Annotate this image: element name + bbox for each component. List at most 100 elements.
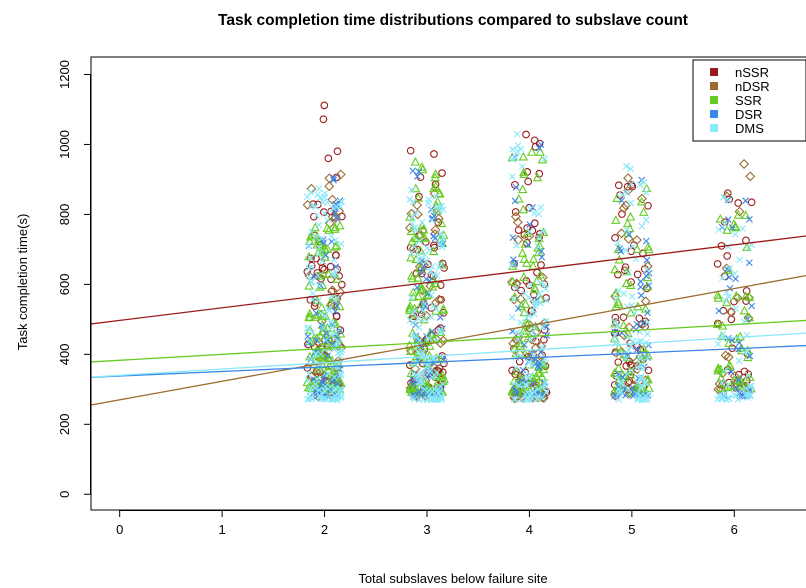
- nSSR-point: [727, 315, 736, 324]
- nSSR-point: [611, 233, 619, 242]
- plot-frame: [90, 56, 806, 511]
- DSR-point: [330, 176, 337, 184]
- y-axis-label: Task completion time(s): [15, 214, 30, 351]
- nSSR-point: [524, 177, 533, 186]
- DMS-point: [311, 203, 319, 210]
- SSR-point: [316, 302, 327, 312]
- chart-title: Task completion time distributions compa…: [218, 12, 688, 29]
- DMS-point: [532, 299, 539, 307]
- SSR-point: [404, 340, 415, 350]
- DMS-point: [746, 382, 754, 390]
- DSR-point: [622, 392, 629, 399]
- DMS-point: [324, 216, 331, 224]
- SSR-point: [318, 326, 328, 336]
- nSSR-point: [530, 219, 539, 228]
- DMS-point: [523, 314, 530, 322]
- nSSR-legend-label: nSSR: [735, 65, 769, 80]
- DMS-point: [337, 385, 345, 393]
- SSR-point: [406, 252, 416, 262]
- DSR-point: [428, 328, 436, 336]
- nSSR-point: [517, 286, 526, 295]
- DMS-point: [624, 333, 632, 341]
- DMS-point: [742, 391, 749, 398]
- SSR-point: [745, 372, 755, 382]
- DSR-point: [745, 259, 753, 267]
- DSR-point: [519, 366, 527, 374]
- SSR-point: [721, 297, 732, 307]
- SSR-point: [613, 297, 623, 306]
- DMS-point: [419, 379, 426, 387]
- DMS-point: [718, 334, 725, 341]
- DMS-point: [539, 323, 547, 331]
- DMS-point: [616, 388, 624, 396]
- DMS-point: [614, 239, 621, 247]
- SSR-point: [404, 303, 415, 313]
- SSR-point: [330, 241, 341, 251]
- DSR-legend-swatch: [710, 110, 718, 118]
- DMS-point: [636, 352, 644, 360]
- DSR-point: [320, 376, 328, 384]
- DMS-point: [721, 367, 729, 374]
- DMS-point: [526, 228, 533, 235]
- DMS-point: [543, 296, 550, 304]
- SSR-point: [632, 244, 642, 254]
- SSR-point: [417, 283, 428, 293]
- nSSR-point: [310, 302, 319, 310]
- DMS-point: [408, 213, 416, 221]
- nSSR-point: [540, 335, 548, 344]
- nDSR-point: [631, 235, 642, 246]
- nDSR-point: [632, 364, 643, 375]
- DMS-point: [323, 395, 330, 403]
- DMS-point: [534, 385, 542, 393]
- SSR-point: [724, 338, 734, 347]
- DMS-point: [312, 233, 320, 241]
- SSR-point: [312, 239, 322, 249]
- SSR-point: [739, 305, 750, 315]
- DMS-point: [637, 374, 645, 382]
- nSSR-point: [520, 230, 529, 239]
- DMS-trend-line: [90, 332, 806, 378]
- DMS-point: [629, 242, 637, 250]
- DMS-point: [435, 263, 443, 271]
- DSR-point: [509, 256, 517, 264]
- SSR-point: [733, 210, 744, 219]
- SSR-point: [715, 213, 726, 223]
- nSSR-point: [418, 269, 426, 278]
- SSR-point: [323, 269, 334, 278]
- nSSR-point: [633, 270, 642, 279]
- DMS-point: [406, 196, 414, 203]
- nDSR-point: [720, 350, 731, 361]
- DMS-point: [509, 146, 516, 153]
- SSR-point: [712, 319, 723, 329]
- DMS-point: [333, 203, 341, 211]
- SSR-point: [520, 299, 531, 308]
- DMS-point: [623, 226, 630, 234]
- nSSR-point: [514, 226, 523, 234]
- DMS-point: [631, 309, 639, 317]
- SSR-point: [522, 228, 532, 238]
- SSR-point: [430, 181, 441, 191]
- DSR-point: [520, 341, 528, 349]
- SSR-point: [436, 218, 447, 228]
- SSR-point: [413, 192, 424, 202]
- DSR-point: [322, 330, 330, 337]
- DMS-point: [416, 257, 424, 265]
- DMS-point: [327, 383, 334, 391]
- SSR-point: [413, 291, 424, 301]
- DMS-point: [628, 293, 636, 300]
- SSR-point: [419, 232, 430, 242]
- DMS-point: [636, 181, 644, 189]
- nDSR-point: [335, 287, 346, 298]
- SSR-point: [519, 254, 530, 263]
- DMS-point: [415, 251, 423, 259]
- DMS-point: [539, 227, 546, 235]
- DMS-point: [613, 373, 621, 381]
- SSR-point: [521, 258, 532, 267]
- DMS-point: [329, 204, 337, 212]
- DSR-point: [642, 272, 650, 280]
- nSSR-point: [320, 101, 329, 110]
- DMS-point: [304, 377, 312, 384]
- DMS-point: [337, 370, 345, 378]
- DMS-point: [432, 373, 440, 381]
- DMS-point: [334, 349, 342, 357]
